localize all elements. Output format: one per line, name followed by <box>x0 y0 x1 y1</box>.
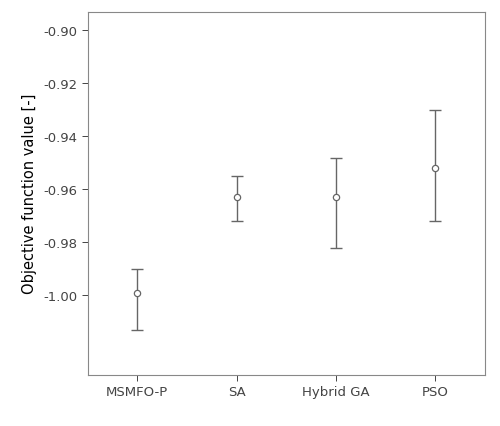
Y-axis label: Objective function value [-]: Objective function value [-] <box>22 94 38 294</box>
